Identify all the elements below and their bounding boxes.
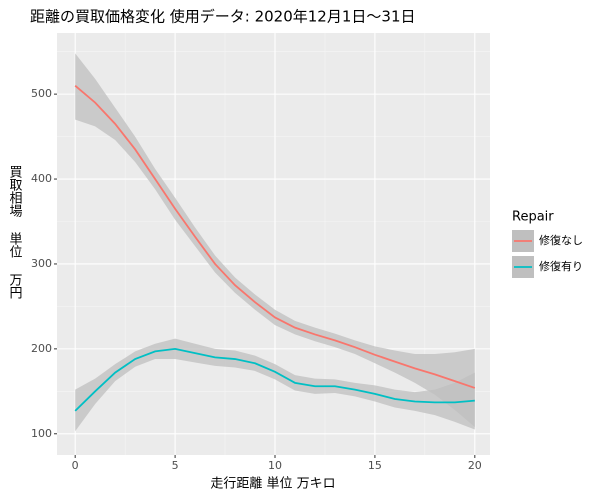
x-tick-label: 5 <box>172 459 179 472</box>
x-tick-label: 15 <box>368 459 382 472</box>
y-tick-label: 200 <box>31 342 52 355</box>
legend-title: Repair <box>512 210 554 225</box>
line <box>74 84 476 389</box>
y-tick-label: 400 <box>31 172 52 185</box>
chart-title: 距離の買取価格変化 使用データ: 2020年12月1日～31日 <box>30 8 415 26</box>
legend-label: 修復有り <box>539 259 583 273</box>
y-tick-label: 500 <box>31 87 52 100</box>
y-axis-title: 買取相場 単位 万円 <box>7 165 23 299</box>
x-axis-title: 走行距離 単位 万キロ <box>210 476 335 492</box>
x-tick-label: 0 <box>72 459 79 472</box>
y-tick-label: 100 <box>31 427 52 440</box>
x-tick-label: 10 <box>268 459 282 472</box>
legend-label: 修復なし <box>539 233 583 247</box>
panel <box>57 33 490 455</box>
y-tick-label: 300 <box>31 257 52 270</box>
line <box>74 347 475 412</box>
x-tick-label: 20 <box>468 459 482 472</box>
